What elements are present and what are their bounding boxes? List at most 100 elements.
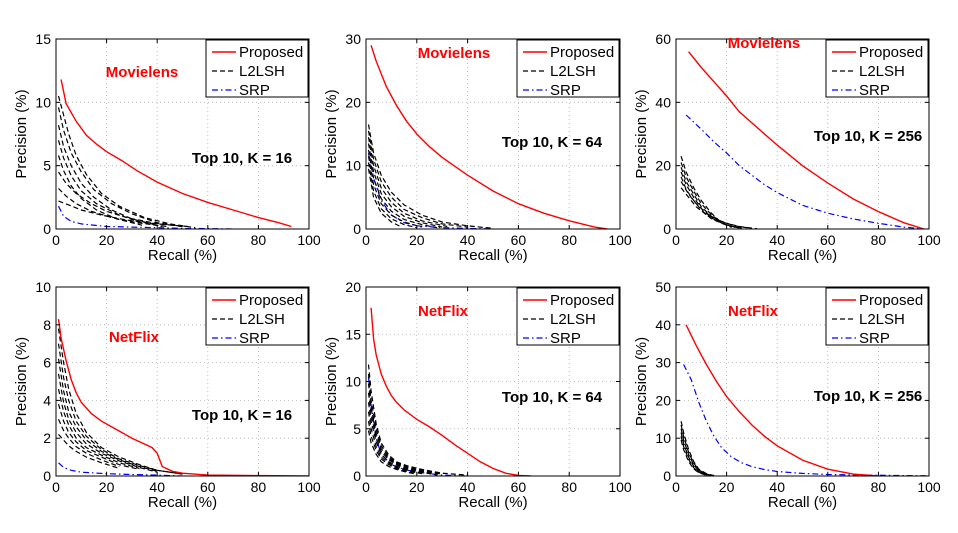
- series-line-l2lsh-extra: [367, 137, 448, 228]
- legend-label: SRP: [550, 330, 581, 347]
- chart-panel: 0 20 40 60 80 100 0 2 4 6 8 10 Recall (%) Precision (…: [13, 279, 321, 511]
- legend: [516, 39, 620, 98]
- x-tick-label: 100: [608, 232, 632, 248]
- axes-frame: [55, 38, 310, 230]
- y-axis-label: Precision (%): [633, 337, 650, 426]
- x-axis-label: Recall (%): [148, 494, 217, 511]
- series-line-l2lsh-extra: [367, 383, 443, 475]
- chart-panel: 0 20 40 60 80 100 0 10 20 30 40 50 Recall (%) Precisi…: [633, 279, 941, 511]
- legend-label: SRP: [239, 330, 270, 347]
- y-tick-label: 50: [655, 279, 671, 295]
- series-line-proposed: [57, 319, 309, 476]
- x-axis-label: Recall (%): [148, 247, 217, 264]
- series-line-l2lsh-extra: [367, 402, 438, 476]
- series-line-l2lsh: [57, 328, 183, 475]
- x-axis-label: Recall (%): [768, 494, 837, 511]
- series-line-l2lsh: [680, 156, 732, 228]
- y-tick-label: 4: [43, 392, 51, 408]
- x-tick-label: 40: [769, 232, 785, 248]
- axes-frame: [365, 38, 621, 230]
- x-tick-label: 40: [460, 479, 476, 495]
- x-tick-label: 80: [561, 232, 577, 248]
- series-line-l2lsh: [367, 124, 494, 229]
- x-tick-label: 40: [769, 479, 785, 495]
- series-group: [680, 324, 929, 476]
- legend: [825, 39, 929, 98]
- y-tick-label: 5: [353, 421, 361, 437]
- series-line-l2lsh: [367, 364, 468, 476]
- series-group: [57, 79, 292, 229]
- y-tick-label: 5: [43, 158, 51, 174]
- y-axis-label: Precision (%): [323, 337, 340, 426]
- axes-frame: [675, 286, 930, 477]
- x-tick-label: 0: [362, 479, 370, 495]
- x-tick-label: 40: [149, 232, 165, 248]
- x-tick-label: 80: [871, 479, 887, 495]
- dataset-label: NetFlix: [418, 303, 469, 320]
- series-line-srp: [683, 364, 929, 476]
- series-line-l2lsh-extra: [57, 343, 183, 475]
- series-line-l2lsh-extra: [57, 404, 140, 470]
- legend: [516, 287, 620, 346]
- y-tick-label: 20: [655, 158, 671, 174]
- series-line-srp: [685, 114, 924, 229]
- series-line-l2lsh-extra: [680, 176, 742, 229]
- dataset-label: NetFlix: [109, 329, 160, 346]
- series-line-l2lsh-extra: [57, 124, 158, 226]
- dataset-label: NetFlix: [728, 303, 779, 320]
- series-line-l2lsh-extra: [58, 433, 120, 469]
- chart-panel: 0 20 40 60 80 100 0 5 10 15 20 Recall (%) Precision …: [323, 279, 632, 511]
- series-line-l2lsh-extra: [680, 439, 707, 476]
- x-tick-label: 100: [297, 479, 321, 495]
- series-line-l2lsh-extra: [367, 430, 417, 475]
- x-tick-label: 20: [409, 479, 425, 495]
- legend-label: SRP: [550, 82, 581, 99]
- annotation: Top 10, K = 16: [192, 150, 292, 167]
- series-line-l2lsh-extra: [57, 358, 158, 472]
- y-tick-label: 30: [655, 355, 671, 371]
- x-axis-label: Recall (%): [768, 247, 837, 264]
- legend-label: Proposed: [550, 292, 614, 309]
- y-tick-label: 15: [35, 31, 51, 47]
- annotation: Top 10, K = 16: [192, 407, 292, 424]
- series-line-l2lsh-extra: [57, 140, 163, 228]
- y-tick-label: 2: [43, 430, 51, 446]
- y-tick-label: 0: [663, 468, 671, 484]
- series-line-l2lsh-extra: [367, 130, 468, 228]
- x-tick-label: 0: [52, 479, 60, 495]
- x-tick-label: 60: [820, 232, 836, 248]
- y-tick-label: 0: [663, 221, 671, 237]
- series-line-srp: [57, 205, 234, 229]
- x-tick-label: 80: [251, 232, 267, 248]
- dataset-label: Movielens: [106, 64, 179, 81]
- annotation: Top 10, K = 256: [814, 128, 923, 145]
- x-tick-label: 0: [672, 479, 680, 495]
- x-tick-label: 60: [511, 479, 527, 495]
- annotation: Top 10, K = 256: [814, 388, 923, 405]
- series-line-l2lsh: [680, 421, 715, 476]
- x-tick-label: 60: [200, 232, 216, 248]
- legend-label: SRP: [239, 82, 270, 99]
- series-line-l2lsh-extra: [57, 388, 140, 469]
- legend-label: Proposed: [859, 292, 923, 309]
- y-tick-label: 10: [655, 430, 671, 446]
- x-tick-label: 100: [608, 479, 632, 495]
- annotation: Top 10, K = 64: [502, 134, 603, 151]
- series-line-l2lsh-extra: [367, 411, 423, 474]
- legend-label: Proposed: [859, 44, 923, 61]
- legend-label: Proposed: [550, 44, 614, 61]
- series-line-srp: [367, 152, 494, 229]
- series-line-l2lsh: [57, 95, 196, 229]
- y-tick-label: 10: [35, 279, 51, 295]
- y-tick-label: 20: [345, 94, 361, 110]
- series-line-proposed: [370, 307, 532, 476]
- legend-label: L2LSH: [859, 311, 905, 328]
- series-group: [680, 51, 925, 229]
- y-tick-label: 10: [35, 94, 51, 110]
- legend: [205, 287, 309, 346]
- series-line-l2lsh-extra: [680, 162, 735, 228]
- chart-panel: 0 20 40 60 80 100 0 10 20 30 Recall (%) Precision (…: [323, 31, 632, 264]
- series-line-l2lsh-extra: [58, 200, 188, 228]
- y-axis-label: Precision (%): [633, 89, 650, 178]
